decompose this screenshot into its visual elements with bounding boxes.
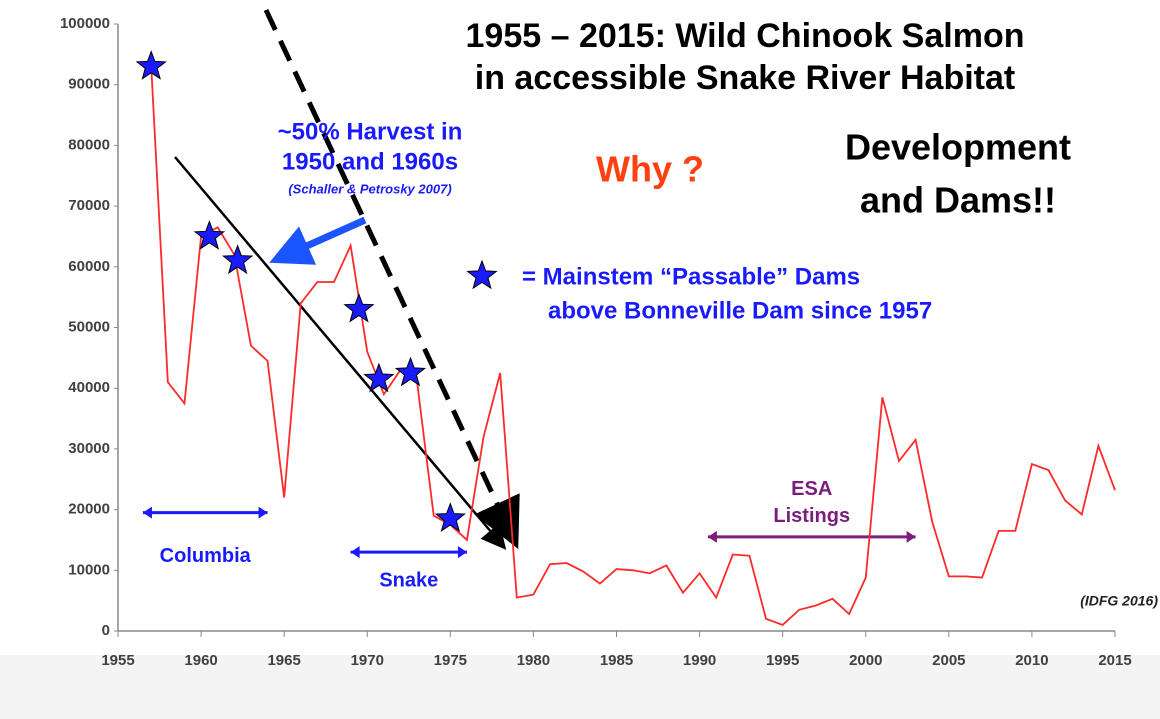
y-tick-label: 70000 [68, 197, 110, 214]
range-end [906, 530, 916, 543]
range-label: Columbia [160, 545, 252, 567]
y-tick-label: 40000 [68, 379, 110, 396]
x-tick-label: 1960 [184, 652, 217, 669]
y-tick-label: 60000 [68, 258, 110, 275]
y-tick-label: 90000 [68, 76, 110, 93]
x-tick-label: 2015 [1098, 652, 1131, 669]
y-tick-label: 0 [102, 622, 110, 639]
annotation: ~50% Harvest in [278, 118, 463, 145]
y-tick-label: 80000 [68, 136, 110, 153]
x-tick-label: 1985 [600, 652, 633, 669]
x-tick-label: 1970 [351, 652, 384, 669]
y-tick-label: 20000 [68, 501, 110, 518]
dam-star [434, 502, 466, 532]
annotation: Development [845, 127, 1071, 168]
x-tick-label: 1995 [766, 652, 799, 669]
x-tick-label: 1990 [683, 652, 716, 669]
dashed-arrow [263, 8, 520, 550]
y-tick-label: 30000 [68, 440, 110, 457]
title: 1955 – 2015: Wild Chinook Salmon [466, 17, 1025, 55]
range-end [457, 546, 467, 559]
data-line [150, 66, 1116, 626]
range-end [707, 530, 717, 543]
legend-text: = Mainstem “Passable” Dams [522, 263, 860, 290]
legend-star [466, 259, 498, 290]
x-tick-label: 1955 [101, 652, 134, 669]
footer-band [0, 655, 1160, 719]
annotation: Why ? [596, 149, 704, 190]
x-tick-label: 2010 [1015, 652, 1048, 669]
harvest-arrow [269, 216, 367, 265]
y-tick-label: 10000 [68, 561, 110, 578]
source: (IDFG 2016) [1080, 593, 1158, 609]
range-end [350, 546, 360, 559]
dam-star [193, 219, 226, 250]
range-label: Listings [773, 505, 850, 527]
range-label: ESA [791, 478, 832, 500]
range-label: Snake [379, 569, 438, 591]
citation: (Schaller & Petrosky 2007) [288, 181, 451, 196]
title: in accessible Snake River Habitat [475, 59, 1015, 97]
annotation: and Dams!! [860, 180, 1056, 221]
x-tick-label: 1980 [517, 652, 550, 669]
dam-star [222, 244, 254, 275]
x-tick-label: 1965 [267, 652, 300, 669]
y-tick-label: 50000 [68, 318, 110, 335]
legend-text: above Bonneville Dam since 1957 [548, 297, 932, 324]
dam-star [343, 292, 375, 323]
x-tick-label: 2000 [849, 652, 882, 669]
dam-star [135, 50, 167, 80]
dam-star [394, 356, 427, 387]
trend-arrow [174, 156, 507, 550]
dam-star [363, 362, 395, 393]
annotation: 1950 and 1960s [282, 148, 458, 175]
range-end [142, 506, 152, 519]
x-tick-label: 1975 [434, 652, 467, 669]
x-tick-label: 2005 [932, 652, 965, 669]
range-end [258, 506, 268, 519]
y-tick-label: 100000 [60, 15, 110, 32]
